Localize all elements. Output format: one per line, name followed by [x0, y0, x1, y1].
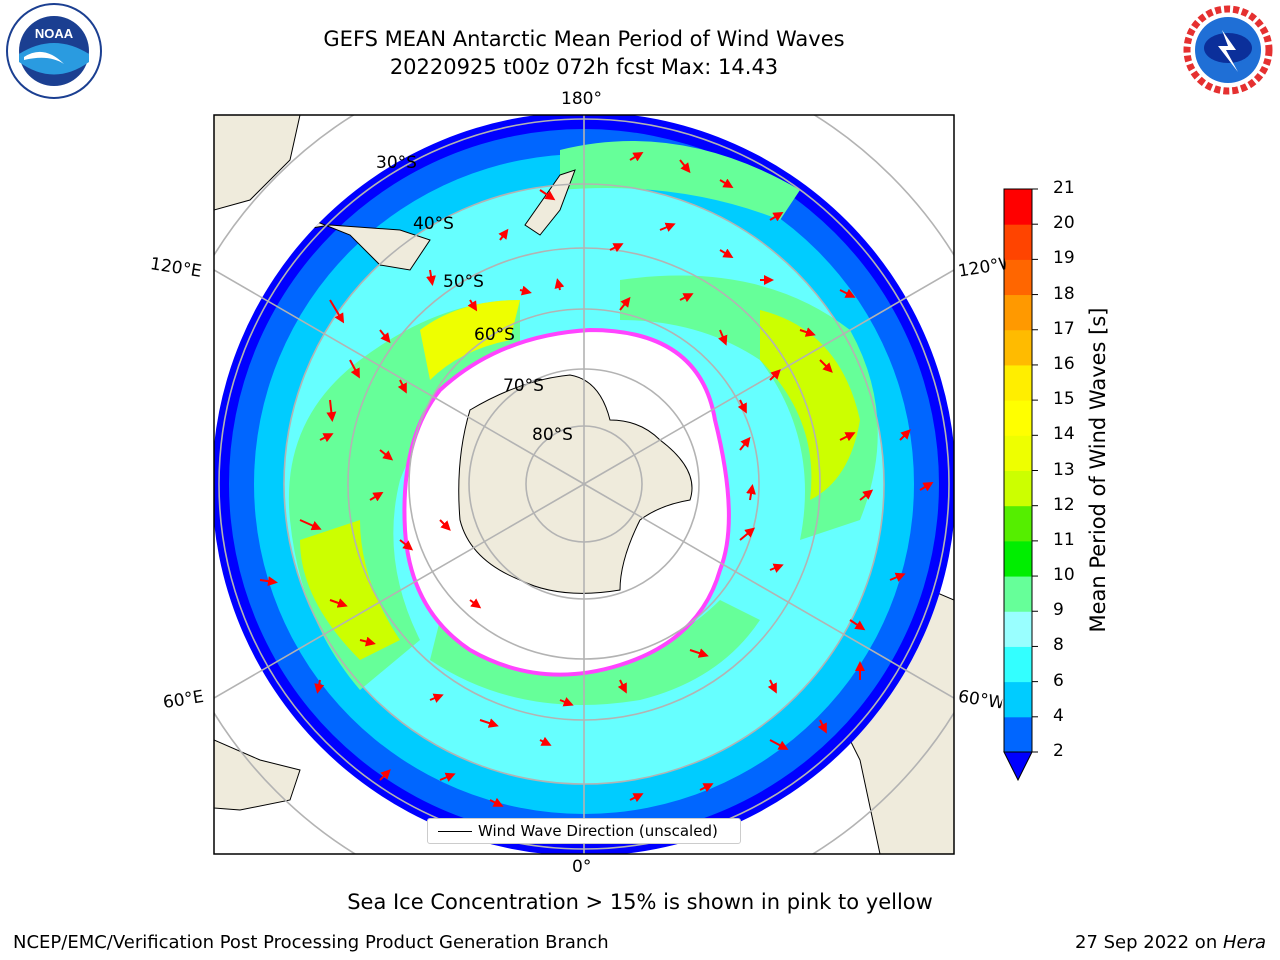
wind-wave-arrows: [259, 151, 934, 807]
lat-label-50: 50°S: [443, 272, 484, 292]
colorbar-tick-label: 9: [1053, 600, 1064, 621]
nws-logo: [1181, 3, 1275, 97]
colorbar-tick-label: 15: [1053, 389, 1075, 410]
noaa-logo-text: NOAA: [35, 26, 74, 41]
land-madagascar: [214, 739, 301, 811]
colorbar-segment: [1004, 470, 1032, 507]
lon-label-0: 0°: [572, 857, 592, 877]
colorbar-segment: [1004, 294, 1032, 331]
wave-band-9-south: [430, 600, 760, 705]
colorbar-segment: [1004, 259, 1032, 296]
colorbar-tick-label: 8: [1053, 635, 1064, 656]
wave-band-12-west: [300, 520, 400, 660]
colorbar-tick-label: 18: [1053, 283, 1075, 304]
colorbar-tick-label: 16: [1053, 353, 1075, 374]
colorbar-segment: [1004, 716, 1032, 753]
colorbar-segment: [1004, 646, 1032, 683]
legend-line-swatch: [438, 831, 472, 832]
colorbar-tick-label: 21: [1053, 178, 1075, 198]
footer-date-text: 27 Sep 2022 on: [1075, 932, 1223, 953]
wave-band-9-tasman: [560, 141, 800, 220]
colorbar-segment: [1004, 435, 1032, 471]
colorbar-tick-label: 12: [1053, 494, 1075, 515]
wave-band-12-east: [760, 310, 860, 500]
colorbar-tick-label: 19: [1053, 248, 1075, 269]
sea-ice-note: Sea Ice Concentration > 15% is shown in …: [347, 890, 933, 914]
land-new-zealand: [524, 169, 576, 236]
lat-label-70: 70°S: [503, 376, 544, 396]
noaa-logo: NOAA: [6, 3, 102, 99]
colorbar-tick-label: 13: [1053, 459, 1075, 480]
colorbar-segment: [1004, 611, 1032, 647]
footer-date: 27 Sep 2022 on Hera: [1075, 932, 1266, 953]
legend-text: Wind Wave Direction (unscaled): [478, 822, 718, 840]
colorbar: [1003, 188, 1038, 782]
colorbar-segment: [1004, 681, 1032, 718]
lat-label-40: 40°S: [413, 214, 454, 234]
colorbar-tick-label: 10: [1053, 565, 1075, 586]
land-antarctica: [458, 374, 693, 594]
colorbar-under-arrow: [1003, 751, 1033, 782]
chart-title: GEFS MEAN Antarctic Mean Period of Wind …: [323, 27, 845, 51]
colorbar-segment: [1004, 400, 1032, 436]
colorbar-segment: [1004, 540, 1032, 577]
lat-label-30: 30°S: [376, 153, 417, 173]
colorbar-segment: [1004, 189, 1032, 225]
footer-host: Hera: [1222, 932, 1266, 953]
lat-label-60: 60°S: [474, 325, 515, 345]
colorbar-segment: [1004, 364, 1032, 401]
land-australia-north: [214, 115, 301, 211]
colorbar-segment: [1004, 224, 1032, 260]
map-gridlines: [214, 115, 954, 854]
colorbar-tick-label: 11: [1053, 529, 1075, 550]
map-frame: [213, 114, 955, 855]
colorbar-segment: [1004, 329, 1032, 366]
colorbar-segment: [1004, 505, 1032, 542]
wave-band-13-north: [420, 300, 520, 380]
colorbar-tick-label: 14: [1053, 424, 1075, 445]
colorbar-segment: [1004, 576, 1032, 612]
colorbar-tick-label: 2: [1053, 741, 1064, 761]
colorbar-tick-label: 6: [1053, 670, 1064, 691]
lon-label-180: 180°: [561, 89, 602, 109]
footer-credit: NCEP/EMC/Verification Post Processing Pr…: [13, 932, 609, 953]
lat-label-80: 80°S: [532, 425, 573, 445]
colorbar-tick-label: 20: [1053, 213, 1075, 234]
chart-subtitle: 20220925 t00z 072h fcst Max: 14.43: [389, 55, 779, 79]
map-legend: Wind Wave Direction (unscaled): [427, 818, 741, 844]
colorbar-label: Mean Period of Wind Waves [s]: [1086, 307, 1110, 633]
latitude-labels: 30°S 40°S 50°S 60°S 70°S 80°S: [376, 153, 573, 445]
colorbar-tick-label: 17: [1053, 318, 1075, 339]
colorbar-tick-label: 4: [1053, 705, 1064, 726]
